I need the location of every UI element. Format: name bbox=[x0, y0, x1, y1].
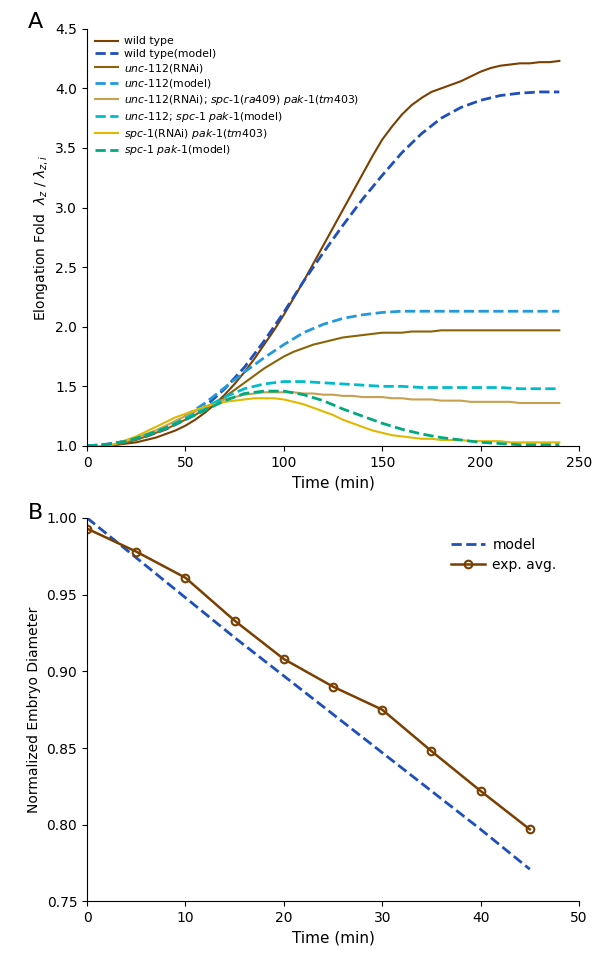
X-axis label: Time (min): Time (min) bbox=[292, 931, 374, 946]
Text: A: A bbox=[28, 12, 43, 32]
Legend: wild type, wild type(model), $\it{unc}$-$\it{112}$(RNAi), $\it{unc}$-$\it{112}$(: wild type, wild type(model), $\it{unc}$-… bbox=[90, 32, 364, 162]
X-axis label: Time (min): Time (min) bbox=[292, 476, 374, 490]
Legend: model, exp. avg.: model, exp. avg. bbox=[445, 532, 562, 577]
Y-axis label: Normalized Embryo Diameter: Normalized Embryo Diameter bbox=[27, 606, 41, 813]
Text: B: B bbox=[28, 503, 43, 523]
Y-axis label: Elongation Fold  $\lambda_z$ / $\lambda_{z,i}$: Elongation Fold $\lambda_z$ / $\lambda_{… bbox=[32, 154, 50, 320]
